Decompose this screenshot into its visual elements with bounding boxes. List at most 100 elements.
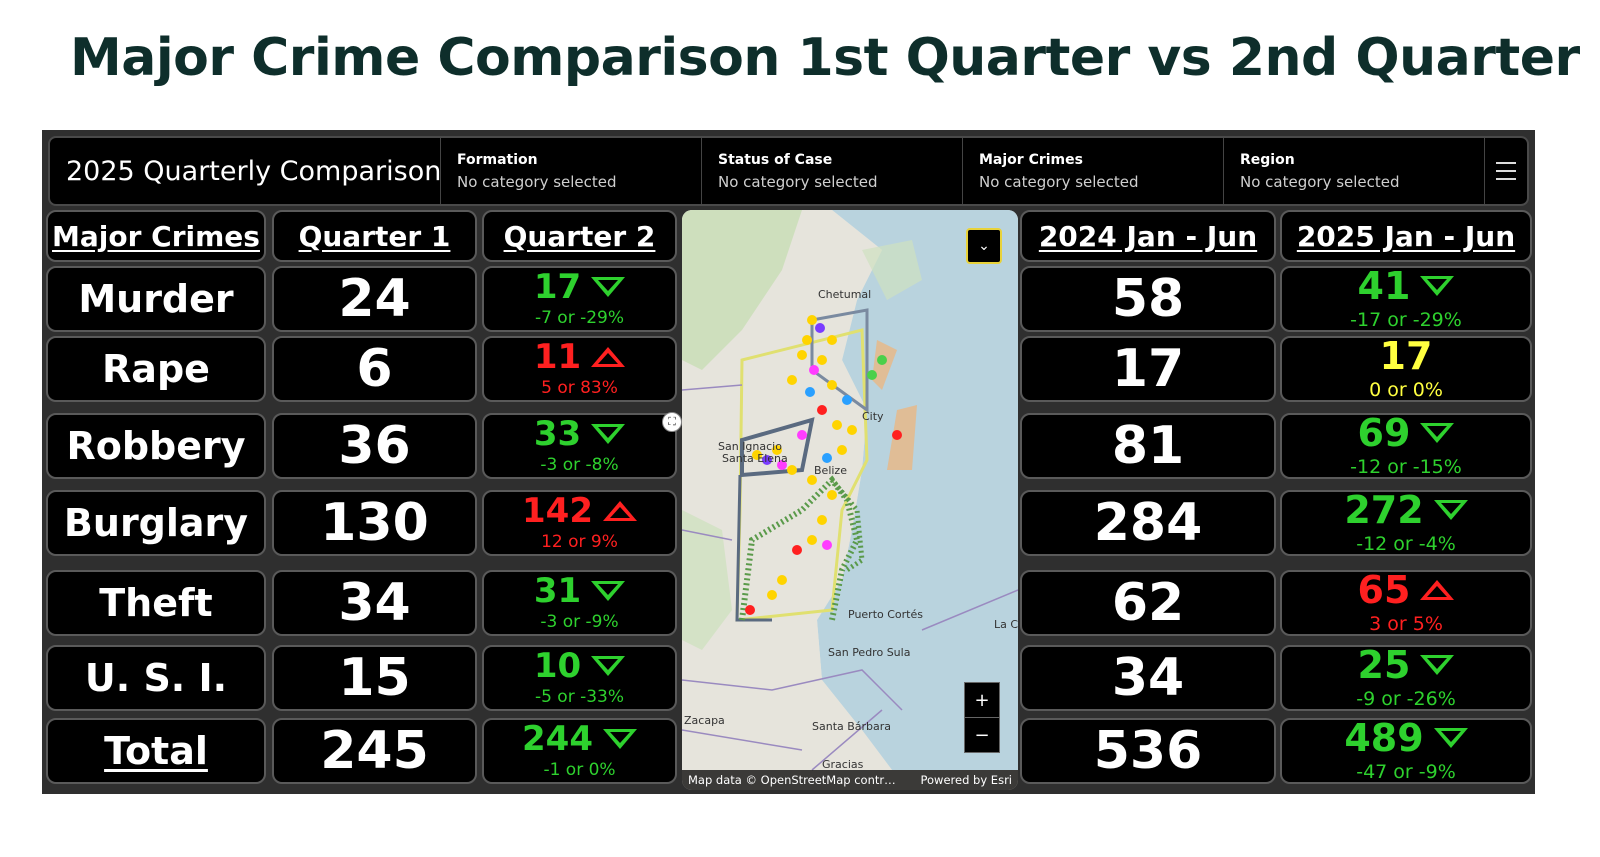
incident-marker[interactable]: [745, 605, 755, 615]
incident-marker[interactable]: [797, 350, 807, 360]
incident-marker[interactable]: [837, 445, 847, 455]
quarter-2-cell: 244 -1 or 0%: [482, 718, 677, 784]
incident-marker[interactable]: [792, 545, 802, 555]
incident-marker[interactable]: [817, 355, 827, 365]
incident-marker[interactable]: [827, 380, 837, 390]
h2025-cell: 272 -12 or -4%: [1280, 490, 1532, 556]
h2024-value: 536: [1093, 721, 1203, 781]
crime-label: Total: [104, 729, 208, 773]
quarter-1-cell: 24: [272, 266, 477, 332]
incident-marker[interactable]: [777, 575, 787, 585]
incident-marker[interactable]: [817, 405, 827, 415]
incident-marker[interactable]: [762, 455, 772, 465]
map-attribution: Map data © OpenStreetMap contr… Powered …: [682, 770, 1018, 790]
incident-marker[interactable]: [877, 355, 887, 365]
incident-marker[interactable]: [807, 535, 817, 545]
trend-down-icon: [591, 581, 626, 601]
incident-marker[interactable]: [807, 475, 817, 485]
h2025-value: 489: [1344, 716, 1424, 760]
trend-down-icon: [602, 729, 637, 749]
crime-label-cell: Robbery: [46, 413, 266, 479]
column-header-2025-jan-jun: 2025 Jan - Jun: [1280, 210, 1532, 262]
quarter-1-value: 15: [338, 648, 411, 708]
incident-marker[interactable]: [832, 420, 842, 430]
h2024-value: 81: [1111, 416, 1185, 476]
incident-marker[interactable]: [805, 387, 815, 397]
incident-marker[interactable]: [802, 335, 812, 345]
incident-marker[interactable]: [815, 323, 825, 333]
filter-status-of-case[interactable]: Status of Case No category selected: [702, 138, 963, 204]
map-canvas[interactable]: [682, 210, 1018, 790]
quarter-1-value: 24: [338, 269, 411, 329]
h2025-cell: 489 -47 or -9%: [1280, 718, 1532, 784]
h2025-cell: 17 0 or 0%: [1280, 336, 1532, 402]
filter-region[interactable]: Region No category selected: [1224, 138, 1485, 204]
incident-marker[interactable]: [752, 450, 762, 460]
h2024-cell: 17: [1020, 336, 1276, 402]
hamburger-icon[interactable]: [1485, 138, 1527, 204]
zoom-out-button[interactable]: −: [964, 717, 1000, 753]
h2024-value: 58: [1111, 269, 1185, 329]
crime-map[interactable]: Chetumal City San Ignacio Santa Elena Be…: [682, 210, 1018, 790]
map-label: Chetumal: [818, 288, 872, 301]
h2024-cell: 284: [1020, 490, 1276, 556]
incident-marker[interactable]: [809, 365, 819, 375]
map-label: San Pedro Sula: [828, 646, 911, 659]
h2025-value: 25: [1357, 643, 1411, 687]
filter-major-crimes[interactable]: Major Crimes No category selected: [963, 138, 1224, 204]
incident-marker[interactable]: [822, 453, 832, 463]
h2024-cell: 536: [1020, 718, 1276, 784]
crime-label: Theft: [99, 581, 213, 625]
attribution-osm[interactable]: Map data © OpenStreetMap contr…: [688, 773, 896, 787]
h2025-change: -12 or -15%: [1350, 456, 1462, 478]
h2024-value: 284: [1093, 493, 1203, 553]
incident-marker[interactable]: [772, 445, 782, 455]
column-header-2024-jan-jun: 2024 Jan - Jun: [1020, 210, 1276, 262]
incident-marker[interactable]: [867, 370, 877, 380]
incident-marker[interactable]: [892, 430, 902, 440]
map-label: Santa Elena: [722, 452, 788, 465]
incident-marker[interactable]: [777, 460, 787, 470]
incident-marker[interactable]: [842, 395, 852, 405]
quarter-2-cell: 11 5 or 83%: [482, 336, 677, 402]
quarter-2-value: 33: [533, 414, 582, 454]
filter-label: Major Crimes: [979, 152, 1083, 168]
incident-marker[interactable]: [822, 540, 832, 550]
quarter-2-cell: 33 -3 or -8%: [482, 413, 677, 479]
crime-label-cell: Burglary: [46, 490, 266, 556]
quarter-2-cell: 142 12 or 9%: [482, 490, 677, 556]
trend-up-icon: [602, 501, 637, 521]
quarter-1-value: 6: [356, 339, 393, 399]
h2024-cell: 62: [1020, 570, 1276, 636]
crime-label: Rape: [102, 347, 210, 391]
quarter-1-value: 130: [320, 493, 429, 553]
incident-marker[interactable]: [807, 315, 817, 325]
quarter-2-cell: 31 -3 or -9%: [482, 570, 677, 636]
incident-marker[interactable]: [787, 375, 797, 385]
trend-down-icon: [591, 277, 626, 297]
quarter-2-value: 244: [522, 719, 593, 759]
h2025-value: 69: [1357, 411, 1411, 455]
filter-formation[interactable]: Formation No category selected: [441, 138, 702, 204]
h2025-value: 272: [1344, 488, 1424, 532]
incident-marker[interactable]: [827, 490, 837, 500]
quarter-1-cell: 34: [272, 570, 477, 636]
quarter-1-cell: 6: [272, 336, 477, 402]
incident-marker[interactable]: [797, 430, 807, 440]
incident-marker[interactable]: [847, 425, 857, 435]
h2025-cell: 41 -17 or -29%: [1280, 266, 1532, 332]
h2025-value: 17: [1379, 334, 1433, 378]
filter-label: Status of Case: [718, 152, 833, 168]
incident-marker[interactable]: [787, 465, 797, 475]
attribution-esri[interactable]: Powered by Esri: [920, 773, 1013, 787]
expand-icon[interactable]: ⛶: [662, 412, 682, 432]
h2024-value: 17: [1111, 339, 1185, 399]
quarter-2-value: 31: [533, 571, 582, 611]
incident-marker[interactable]: [767, 590, 777, 600]
column-header-major-crimes: Major Crimes: [46, 210, 266, 262]
zoom-in-button[interactable]: +: [964, 682, 1000, 718]
incident-marker[interactable]: [817, 515, 827, 525]
incident-marker[interactable]: [827, 335, 837, 345]
quarter-2-value: 11: [533, 337, 582, 377]
chevron-double-down-icon[interactable]: ⌄: [966, 228, 1002, 264]
